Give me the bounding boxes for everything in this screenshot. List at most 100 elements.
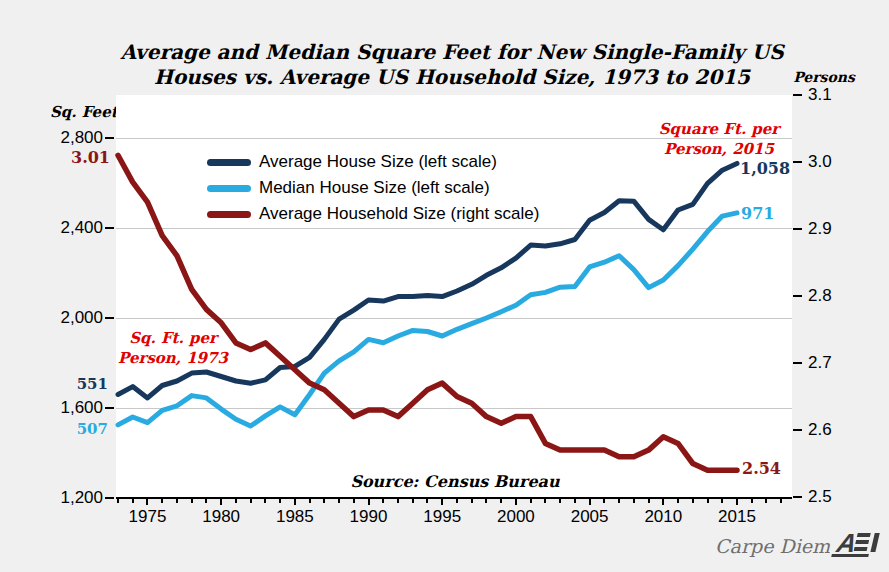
x-axis-tick	[132, 498, 134, 503]
y-axis-tick-left	[105, 407, 114, 409]
note-line: Person, 2015	[639, 139, 799, 159]
gridline	[116, 318, 792, 319]
legend-item-average-household-size: Average Household Size (right scale)	[207, 201, 539, 227]
y-axis-tick-label-left: 2,000	[41, 309, 103, 327]
x-axis-tick	[146, 498, 148, 505]
x-axis-tick	[589, 498, 591, 505]
x-axis-tick	[736, 498, 738, 505]
legend-swatch-median-house-size	[207, 185, 251, 192]
x-axis-line	[116, 497, 792, 499]
x-axis-tick	[412, 498, 414, 503]
annotation-household-size-1973: 3.01	[56, 149, 110, 166]
x-axis-tick-label: 2005	[559, 508, 621, 526]
x-axis-tick	[544, 498, 546, 503]
x-axis-tick	[368, 498, 370, 505]
note-sqft-per-person-2015: Square Ft. per Person, 2015	[639, 119, 799, 159]
legend-item-median-house-size: Median House Size (left scale)	[207, 175, 539, 201]
y-axis-tick-label-right: 2.5	[808, 488, 832, 506]
x-axis-tick	[382, 498, 384, 503]
note-sqft-per-person-1973: Sq. Ft. per Person, 1973	[93, 328, 253, 368]
credit-text: Carpe Diem	[690, 535, 830, 557]
x-axis-tick	[220, 498, 222, 505]
x-axis-tick-label: 1985	[264, 508, 326, 526]
right-axis-unit-label: Persons	[791, 69, 857, 85]
chart-title: Average and Median Square Feet for New S…	[15, 40, 889, 90]
y-axis-tick-label-right: 2.6	[808, 421, 832, 439]
x-axis-tick-label: 2000	[485, 508, 547, 526]
x-axis-tick	[309, 498, 311, 503]
chart-title-line1: Average and Median Square Feet for New S…	[15, 40, 889, 65]
x-axis-tick	[721, 498, 723, 503]
aei-logo-e-bar	[855, 540, 869, 544]
y-axis-tick-right	[793, 161, 802, 163]
note-line: Sq. Ft. per	[93, 328, 253, 348]
chart-canvas: Average and Median Square Feet for New S…	[0, 0, 889, 572]
x-axis-tick	[633, 498, 635, 503]
legend-label: Average House Size (left scale)	[259, 152, 497, 172]
y-axis-tick-right	[793, 94, 802, 96]
y-axis-tick-label-right: 2.9	[808, 220, 832, 238]
x-axis-tick-label: 1975	[116, 508, 178, 526]
legend-label: Average Household Size (right scale)	[259, 204, 539, 224]
x-axis-tick-label: 1995	[411, 508, 473, 526]
x-axis-tick	[353, 498, 355, 503]
x-axis-tick	[485, 498, 487, 503]
x-axis-tick	[117, 498, 119, 503]
x-axis-tick	[456, 498, 458, 503]
x-axis-tick	[530, 498, 532, 503]
y-axis-tick-right	[793, 429, 802, 431]
x-axis-tick	[161, 498, 163, 503]
x-axis-tick	[603, 498, 605, 503]
legend-swatch-average-household-size	[207, 211, 251, 218]
left-axis-unit-label: Sq. Feet	[50, 103, 118, 121]
x-axis-tick	[250, 498, 252, 503]
y-axis-tick-right	[793, 295, 802, 297]
x-axis-tick	[338, 498, 340, 503]
x-axis-tick	[765, 498, 767, 503]
x-axis-tick	[279, 498, 281, 503]
note-line: Person, 1973	[93, 348, 253, 368]
legend: Average House Size (left scale) Median H…	[207, 149, 539, 227]
x-axis-tick	[471, 498, 473, 503]
y-axis-tick-label-left: 1,600	[41, 399, 103, 417]
y-axis-tick-label-right: 3.1	[808, 86, 832, 104]
x-axis-tick	[515, 498, 517, 505]
x-axis-tick	[677, 498, 679, 503]
x-axis-tick	[574, 498, 576, 503]
annotation-med-sqft-per-person-2015: 971	[741, 205, 774, 222]
x-axis-tick-label: 2015	[706, 508, 768, 526]
x-axis-tick	[648, 498, 650, 503]
x-axis-tick	[191, 498, 193, 503]
y-axis-tick-right	[793, 496, 802, 498]
x-axis-tick	[397, 498, 399, 503]
aei-logo-e-bar	[857, 533, 871, 537]
x-axis-tick	[264, 498, 266, 503]
y-axis-tick-left	[105, 137, 114, 139]
chart-title-line2: Houses vs. Average US Household Size, 19…	[15, 65, 889, 90]
y-axis-tick-left	[105, 227, 114, 229]
x-axis-tick-label: 1980	[190, 508, 252, 526]
x-axis-tick	[500, 498, 502, 503]
annotation-med-sqft-per-person-1973: 507	[54, 421, 108, 438]
annotation-avg-sqft-per-person-1973: 551	[54, 376, 108, 393]
y-axis-tick-left	[105, 497, 114, 499]
x-axis-tick-label: 1990	[338, 508, 400, 526]
gridline	[116, 228, 792, 229]
legend-swatch-average-house-size	[207, 159, 251, 166]
x-axis-tick	[707, 498, 709, 503]
x-axis-tick	[235, 498, 237, 503]
y-axis-tick-label-left: 1,200	[41, 489, 103, 507]
x-axis-tick-label: 2010	[632, 508, 694, 526]
y-axis-tick-right	[793, 362, 802, 364]
annotation-avg-sqft-per-person-2015: 1,058	[740, 160, 790, 177]
annotation-household-size-2015: 2.54	[742, 460, 781, 477]
x-axis-tick	[662, 498, 664, 505]
x-axis-tick	[618, 498, 620, 503]
x-axis-tick	[426, 498, 428, 503]
y-axis-tick-label-right: 2.7	[808, 354, 832, 372]
aei-logo: A	[835, 531, 889, 559]
x-axis-tick	[176, 498, 178, 503]
x-axis-tick	[692, 498, 694, 503]
aei-logo-underline	[831, 554, 869, 557]
x-axis-tick	[780, 498, 782, 503]
